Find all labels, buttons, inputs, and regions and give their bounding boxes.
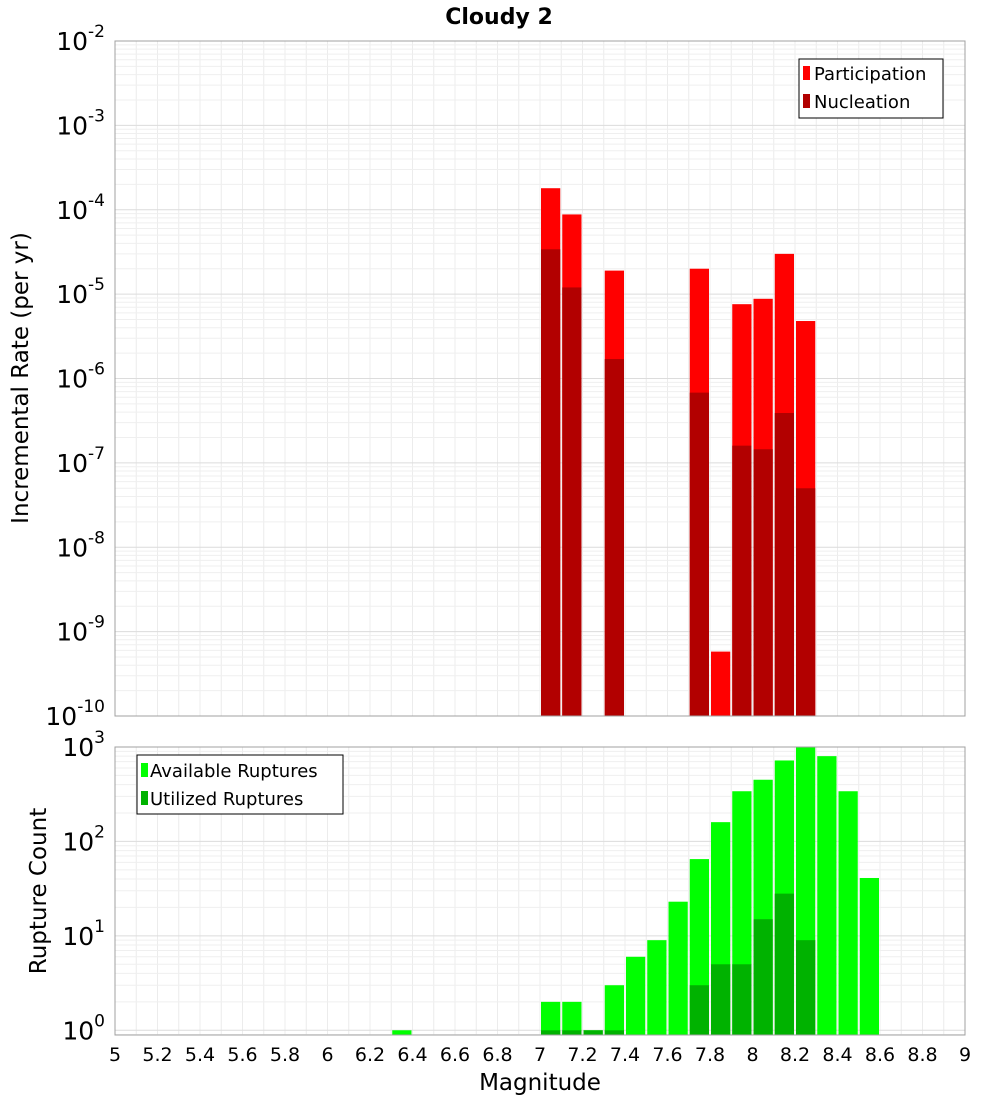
- bottom-bars: [392, 747, 879, 1035]
- bar-utilized-ruptures: [562, 1030, 582, 1035]
- legend-label-utilized: Utilized Ruptures: [150, 789, 303, 810]
- bar-available-ruptures: [838, 791, 858, 1035]
- legend-label-nucleation: Nucleation: [814, 92, 910, 113]
- x-tick-label: 7.2: [567, 1044, 597, 1066]
- top-y-tick-label: 10-5: [56, 275, 105, 309]
- bottom-y-tick-label: 100: [62, 1011, 105, 1045]
- bottom-y-tick-label: 103: [62, 728, 105, 762]
- bar-utilized-ruptures: [689, 985, 709, 1035]
- bar-available-ruptures: [626, 956, 646, 1035]
- bar-utilized-ruptures: [732, 964, 752, 1035]
- top-y-tick-label: 10-9: [56, 613, 105, 647]
- x-tick-label: 5.2: [142, 1044, 172, 1066]
- top-y-tick-label: 10-6: [56, 360, 105, 394]
- top-legend: Participation Nucleation: [798, 58, 944, 119]
- x-tick-label: 8: [746, 1044, 758, 1066]
- bar-nucleation: [541, 249, 561, 716]
- bar-nucleation: [689, 392, 709, 716]
- x-tick-label: 8.2: [780, 1044, 810, 1066]
- x-tick-label: 7: [534, 1044, 546, 1066]
- legend-label-participation: Participation: [814, 64, 926, 85]
- bar-available-ruptures: [562, 1001, 582, 1035]
- x-tick-label: 6: [321, 1044, 333, 1066]
- x-tick-label: 5: [109, 1044, 121, 1066]
- bottom-y-tick-label: 102: [62, 822, 105, 856]
- top-panel: 10-10 10-9 10-8 10-7 10-6 10-5 10-4 10-3 10-2 In…: [8, 22, 966, 731]
- x-tick-label: 7.4: [610, 1044, 640, 1066]
- bar-available-ruptures: [604, 985, 624, 1035]
- x-tick-label: 7.8: [695, 1044, 725, 1066]
- bar-nucleation: [604, 359, 624, 716]
- legend-swatch-available: [141, 763, 148, 777]
- x-tick-label: 5.4: [185, 1044, 215, 1066]
- bar-utilized-ruptures: [753, 919, 773, 1035]
- top-grid: [114, 41, 966, 717]
- bottom-plot-frame: [114, 746, 966, 1036]
- top-y-tick-label: 10-7: [56, 444, 105, 478]
- bar-nucleation: [732, 445, 752, 716]
- top-bars: [541, 188, 816, 717]
- legend-label-available: Available Ruptures: [150, 761, 318, 782]
- top-y-tick-label: 10-10: [45, 697, 105, 731]
- bar-utilized-ruptures: [604, 1030, 624, 1035]
- top-y-tick-label: 10-2: [56, 22, 105, 56]
- x-tick-label: 8.4: [822, 1044, 852, 1066]
- bar-nucleation: [562, 287, 582, 716]
- top-plot-frame: [114, 40, 966, 717]
- bar-nucleation: [753, 449, 773, 716]
- x-tick-label: 6.6: [440, 1044, 470, 1066]
- bottom-legend-box: [136, 754, 344, 815]
- bar-nucleation: [774, 413, 794, 716]
- legend-swatch-participation: [803, 66, 810, 80]
- x-tick-label: 9: [959, 1044, 971, 1066]
- bar-available-ruptures: [859, 877, 879, 1035]
- bar-utilized-ruptures: [774, 893, 794, 1035]
- x-tick-label: 6.4: [397, 1044, 427, 1066]
- bottom-y-axis-label: Rupture Count: [26, 808, 52, 974]
- legend-swatch-nucleation: [803, 94, 810, 108]
- bar-utilized-ruptures: [796, 940, 816, 1035]
- top-y-tick-label: 10-8: [56, 528, 105, 562]
- top-y-axis-label: Incremental Rate (per yr): [8, 232, 34, 524]
- legend-swatch-utilized: [141, 791, 148, 805]
- x-tick-label: 7.6: [652, 1044, 682, 1066]
- bottom-y-tick-labels: 100 101 102 103: [62, 728, 105, 1045]
- top-y-tick-label: 10-4: [56, 191, 105, 225]
- bar-utilized-ruptures: [711, 964, 731, 1035]
- bar-available-ruptures: [392, 1030, 412, 1035]
- top-y-tick-labels: 10-10 10-9 10-8 10-7 10-6 10-5 10-4 10-3 10-2: [45, 22, 105, 731]
- x-tick-label: 6.2: [355, 1044, 385, 1066]
- x-tick-label: 5.6: [227, 1044, 257, 1066]
- bar-participation: [711, 651, 731, 716]
- x-tick-label: 5.8: [270, 1044, 300, 1066]
- x-axis-label: Magnitude: [479, 1070, 601, 1096]
- bar-nucleation: [796, 488, 816, 716]
- bar-utilized-ruptures: [541, 1030, 561, 1035]
- x-tick-label: 8.6: [865, 1044, 895, 1066]
- x-tick-labels: 5 5.2 5.4 5.6 5.8 6 6.2 6.4 6.6 6.8 7 7.2 7.4 7.6 7.8 8…: [109, 1044, 971, 1066]
- x-tick-label: 8.8: [907, 1044, 937, 1066]
- bar-available-ruptures: [817, 756, 837, 1035]
- bar-available-ruptures: [668, 901, 688, 1035]
- bar-utilized-ruptures: [583, 1030, 603, 1035]
- top-y-tick-label: 10-3: [56, 106, 105, 140]
- chart-title: Cloudy 2: [445, 5, 553, 30]
- bar-available-ruptures: [541, 1001, 561, 1035]
- x-tick-label: 6.8: [482, 1044, 512, 1066]
- top-legend-box: [798, 58, 944, 119]
- bottom-y-tick-label: 101: [62, 917, 105, 951]
- bar-available-ruptures: [647, 940, 667, 1035]
- bottom-panel: 100 101 102 103 5 5.2 5.4 5.6 5.8 6 6.2 6.4 6.6 6.8 7…: [26, 728, 971, 1096]
- bottom-legend: Available Ruptures Utilized Ruptures: [136, 754, 344, 815]
